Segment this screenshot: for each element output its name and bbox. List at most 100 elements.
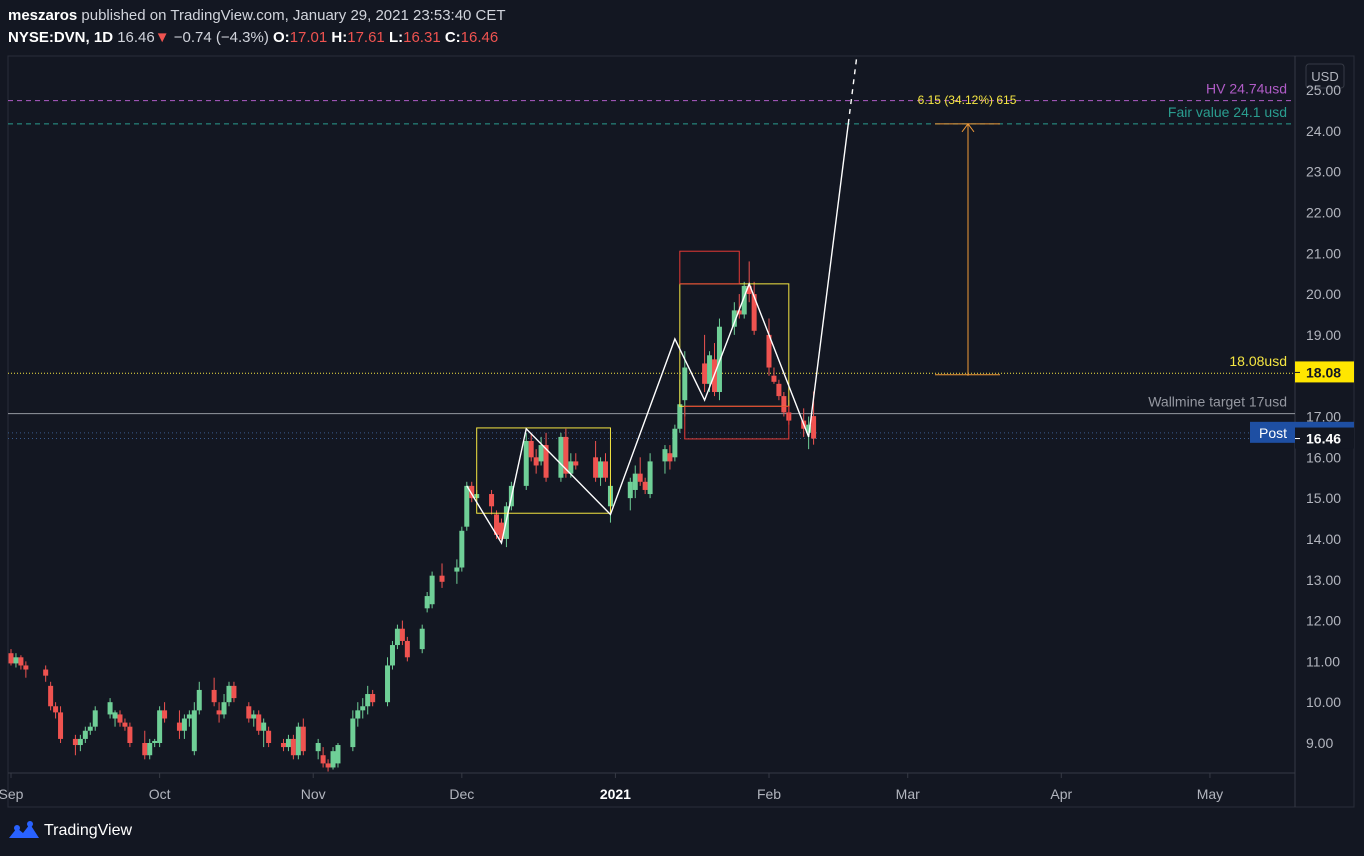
candle-body <box>300 726 306 752</box>
candle-body <box>404 640 410 658</box>
candle-body <box>563 436 569 474</box>
candle-body <box>365 694 371 707</box>
candle-body <box>176 722 182 731</box>
candle <box>320 747 326 768</box>
candle-body <box>489 494 495 507</box>
candle <box>707 351 713 393</box>
candle <box>162 702 168 723</box>
candle-body <box>459 530 465 568</box>
price-tick-label: 14.00 <box>1306 531 1341 547</box>
candle-body <box>157 710 163 743</box>
candle <box>8 649 14 666</box>
time-axis[interactable]: Sep Oct Nov Dec 2021 Feb Mar Apr May <box>0 773 1223 802</box>
candle-body <box>122 722 128 727</box>
currency-button[interactable] <box>1305 63 1345 89</box>
price-tick-label: 17.00 <box>1306 409 1341 425</box>
time-tick-label: Mar <box>896 786 920 802</box>
projection-extension <box>847 55 858 124</box>
candle <box>538 436 544 466</box>
candle <box>112 710 118 727</box>
candle <box>489 489 495 515</box>
candle <box>647 453 653 499</box>
measure-arrow-icon <box>961 123 975 133</box>
symbol-name[interactable]: NYSE:DVN, 1D <box>8 29 114 46</box>
symbol-legend: NYSE:DVN, 1D 16.46▼ −0.74 (−4.3%) O:17.0… <box>8 29 498 46</box>
candle <box>53 702 59 719</box>
candle <box>424 591 430 613</box>
author-name[interactable]: meszaros <box>8 7 78 24</box>
candle-body <box>389 645 395 666</box>
candle-body <box>315 743 321 752</box>
post-tag-bg <box>1250 421 1295 443</box>
price-badge-bg <box>1295 427 1354 449</box>
candle <box>216 702 222 723</box>
candle-body <box>280 743 286 748</box>
candle-body <box>87 726 93 731</box>
candle <box>528 432 534 462</box>
candles <box>8 261 817 772</box>
publish-info: meszaros published on TradingView.com, J… <box>8 7 506 24</box>
candle <box>285 734 291 752</box>
price-badge: 16.46 <box>1295 427 1354 449</box>
tradingview-footer[interactable]: TradingView <box>8 821 132 841</box>
candle <box>261 718 267 748</box>
time-tick-label: Nov <box>301 786 326 802</box>
candle <box>385 657 391 707</box>
price-tick-label: 13.00 <box>1306 572 1341 588</box>
candle <box>13 653 19 668</box>
candle-body <box>13 657 19 664</box>
candle-body <box>573 461 579 466</box>
candle <box>439 563 445 588</box>
candle-body <box>72 738 78 746</box>
candle-body <box>290 738 296 756</box>
candle <box>702 334 708 393</box>
candle <box>593 440 599 482</box>
candle-body <box>186 714 192 719</box>
candle-body <box>702 363 708 384</box>
candle <box>637 457 643 486</box>
candle <box>751 281 757 335</box>
candle-body <box>147 743 153 756</box>
price-tick-label: 19.00 <box>1306 327 1341 343</box>
candle-body <box>82 730 88 739</box>
price-axis[interactable]: USD 25.00 24.00 23.00 22.00 21.00 20.00 19.00 1… <box>1305 63 1345 751</box>
candle-body <box>350 718 356 748</box>
candle <box>231 681 237 703</box>
candle <box>464 481 470 531</box>
candle <box>419 624 425 654</box>
high-label: H: <box>331 29 348 46</box>
price-tick-label: 24.00 <box>1306 123 1341 139</box>
candle-body <box>162 710 168 719</box>
candle-body <box>216 710 222 715</box>
candle-body <box>285 738 291 748</box>
price-change: −0.74 (−4.3%) <box>173 29 269 46</box>
candle <box>266 726 272 748</box>
candle <box>459 526 465 572</box>
candle <box>498 518 504 544</box>
candle <box>290 734 296 760</box>
candle-body <box>48 685 54 707</box>
candle <box>157 706 163 748</box>
candle-body <box>117 714 123 723</box>
candle <box>731 302 737 335</box>
candle <box>523 432 529 490</box>
close-value: 16.46 <box>460 29 499 46</box>
candle <box>766 318 772 376</box>
candle-body <box>736 310 742 315</box>
candle <box>246 702 252 723</box>
candle-body <box>424 596 430 609</box>
candle-body <box>43 669 49 676</box>
candle-body <box>325 763 331 768</box>
candle <box>716 318 722 401</box>
candle-body <box>469 485 475 499</box>
candle-body <box>226 685 232 703</box>
price-tick-label: 20.00 <box>1306 286 1341 302</box>
price-badge: 18.08 <box>1295 361 1354 383</box>
candle-body <box>152 740 158 743</box>
candle <box>196 681 202 715</box>
candle <box>87 722 93 735</box>
candle-body <box>637 473 643 482</box>
candle <box>77 734 83 752</box>
